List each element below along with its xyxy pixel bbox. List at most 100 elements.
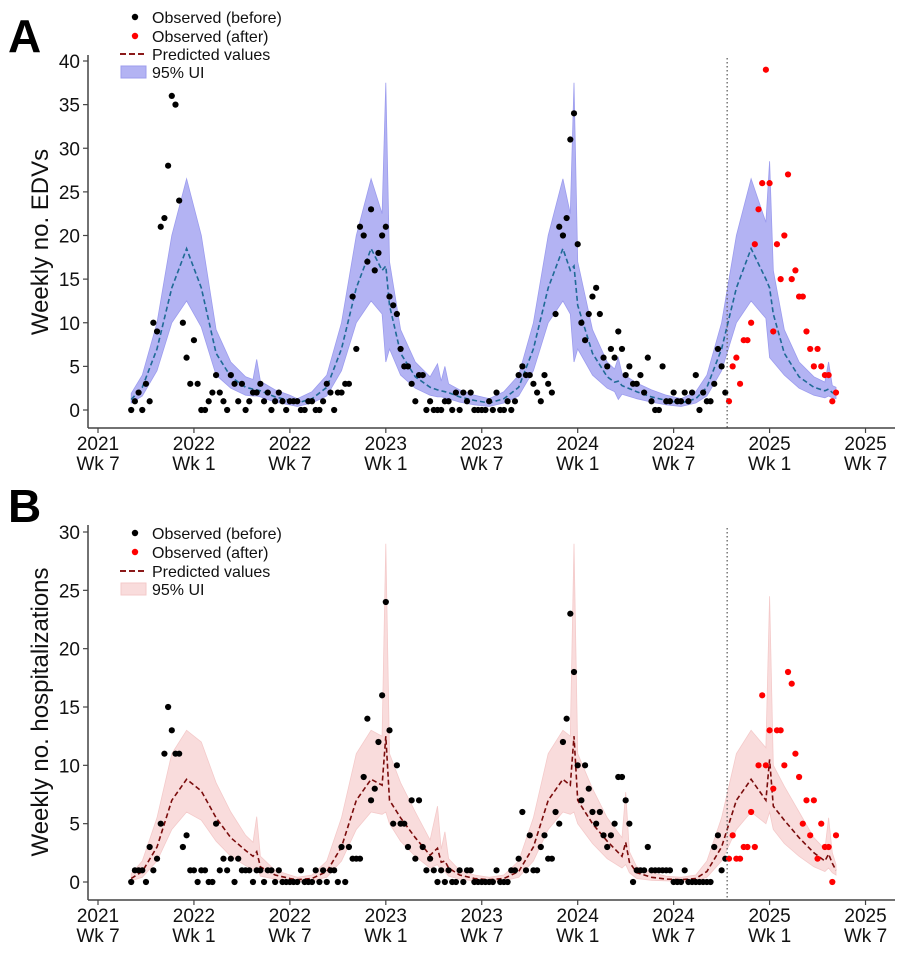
observed-before-point — [268, 406, 275, 414]
observed-after-point — [759, 692, 766, 699]
observed-before-point — [681, 867, 688, 874]
observed-before-point — [364, 258, 371, 265]
panel-b-y-axis-label: Weekly no. hospitalizations — [27, 567, 54, 856]
observed-before-point — [493, 867, 500, 874]
observed-after-point — [810, 363, 817, 370]
observed-before-point — [334, 878, 341, 886]
observed-before-point — [611, 820, 618, 827]
observed-before-point — [194, 380, 201, 387]
observed-before-point — [364, 715, 371, 722]
observed-after-point — [792, 267, 799, 274]
observed-before-point — [331, 406, 338, 414]
observed-before-point — [345, 380, 353, 387]
x-tick-label-week: Wk 1 — [364, 454, 407, 475]
observed-before-point — [168, 727, 175, 734]
observed-after-point — [766, 727, 773, 734]
observed-after-point — [773, 241, 781, 248]
observed-before-point — [563, 715, 570, 722]
observed-before-point — [235, 398, 242, 405]
observed-before-point — [585, 785, 592, 792]
observed-before-point — [353, 345, 360, 353]
observed-before-point — [430, 867, 437, 874]
observed-before-point — [615, 328, 622, 335]
observed-before-point — [556, 223, 563, 230]
x-tick-label-week: Wk 7 — [268, 454, 311, 475]
observed-after-point — [744, 843, 751, 851]
observed-before-point — [486, 398, 493, 405]
observed-before-point — [504, 398, 511, 405]
observed-before-point — [131, 398, 138, 405]
observed-after-point — [736, 380, 744, 387]
observed-before-point — [249, 878, 257, 886]
legend-marker-after — [131, 548, 139, 556]
observed-before-point — [179, 843, 186, 851]
observed-before-point — [585, 310, 592, 318]
x-tick-label-week: Wk 1 — [556, 454, 599, 475]
observed-before-point — [666, 398, 674, 405]
observed-before-point — [526, 832, 533, 839]
observed-before-point — [379, 692, 386, 699]
observed-after-point — [829, 878, 836, 886]
observed-before-point — [419, 372, 426, 379]
observed-before-point — [596, 310, 603, 318]
x-tick-label-year: 2023 — [365, 906, 407, 927]
panel-b: B Weekly no. hospitalizations 0510152025… — [8, 480, 895, 947]
x-tick-label-year: 2025 — [844, 906, 886, 927]
observed-before-point — [500, 406, 507, 414]
x-tick-label-year: 2022 — [173, 906, 215, 927]
observed-before-point — [142, 878, 150, 886]
observed-before-point — [493, 389, 500, 396]
observed-before-point — [519, 363, 526, 370]
observed-after-point — [770, 785, 777, 792]
observed-before-point — [220, 398, 227, 405]
observed-before-point — [246, 867, 253, 874]
observed-before-point — [316, 406, 323, 414]
observed-after-point — [751, 241, 758, 248]
y-tick-label: 30 — [59, 523, 80, 544]
observed-before-point — [183, 354, 190, 361]
observed-after-point — [803, 797, 810, 804]
observed-before-point — [382, 223, 389, 230]
observed-before-point — [356, 855, 364, 862]
observed-before-point — [618, 345, 626, 353]
observed-before-point — [264, 389, 271, 396]
observed-before-point — [559, 232, 567, 239]
y-tick-label: 10 — [59, 314, 80, 335]
observed-before-point — [596, 808, 603, 816]
observed-before-point — [611, 354, 618, 361]
observed-before-point — [438, 406, 445, 414]
x-tick-label-week: Wk 7 — [844, 926, 887, 947]
observed-before-point — [578, 319, 585, 326]
observed-after-point — [748, 808, 755, 816]
observed-before-point — [537, 398, 544, 405]
observed-before-point — [423, 406, 430, 414]
observed-before-point — [641, 389, 648, 396]
y-tick-label: 20 — [59, 640, 80, 661]
observed-before-point — [600, 354, 607, 361]
observed-before-point — [345, 843, 353, 851]
observed-before-point — [534, 867, 541, 874]
observed-before-point — [367, 797, 375, 804]
observed-before-point — [139, 406, 146, 414]
observed-before-point — [696, 406, 703, 414]
x-tick-label-year: 2021 — [77, 434, 119, 455]
observed-before-point — [401, 820, 408, 827]
legend-label-ui: 95% UI — [152, 582, 204, 599]
observed-before-point — [677, 878, 685, 886]
observed-before-point — [711, 380, 718, 387]
observed-before-point — [246, 398, 253, 405]
observed-before-point — [552, 808, 559, 816]
observed-before-point — [718, 867, 725, 874]
observed-after-point — [729, 832, 736, 839]
observed-before-point — [467, 389, 474, 396]
y-tick-label: 15 — [59, 270, 80, 291]
panel-b-legend: Observed (before) Observed (after) Predi… — [120, 526, 282, 599]
observed-before-point — [600, 832, 607, 839]
observed-before-point — [153, 328, 161, 335]
observed-before-point — [607, 345, 615, 353]
observed-before-point — [641, 867, 648, 874]
panel-b-label: B — [8, 480, 41, 532]
observed-before-point — [460, 389, 467, 396]
observed-before-point — [360, 232, 367, 239]
observed-before-point — [165, 703, 172, 711]
